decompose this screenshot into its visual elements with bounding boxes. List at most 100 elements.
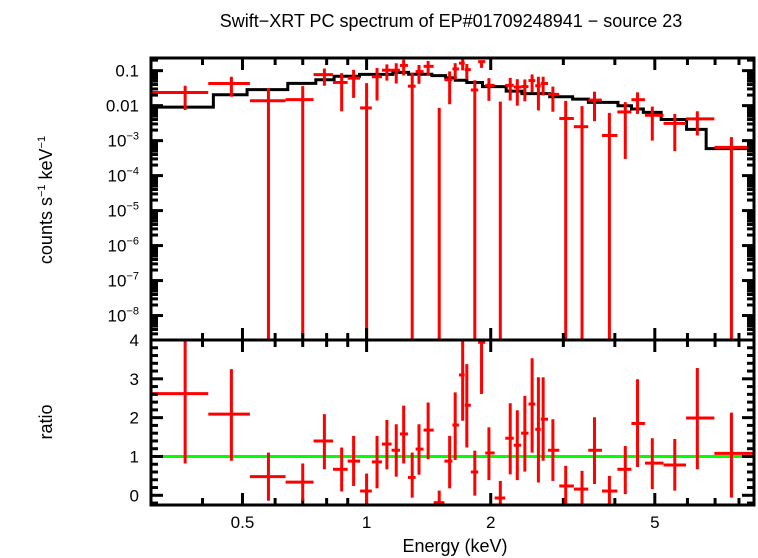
ratio-point [360, 473, 372, 505]
ratio-point [433, 490, 445, 505]
data-point [452, 63, 459, 80]
data-point [415, 65, 424, 84]
ratio-tick-label: 2 [130, 409, 139, 428]
x-tick-label: 2 [486, 513, 495, 532]
ratio-point [347, 435, 361, 486]
ratio-point [617, 445, 632, 495]
ratio-tick-label: 1 [130, 447, 139, 466]
y-axis-label-ratio: ratio [36, 404, 56, 439]
ratio-tick-label: 4 [130, 331, 139, 350]
ratio-point [458, 340, 465, 421]
data-point [208, 76, 250, 97]
ratio-point [478, 340, 486, 394]
bottom-frame [149, 338, 756, 507]
ratio-point [208, 369, 250, 461]
spectrum-panel: 0.1 0.01 10−3 10−4 10−5 10−6 10−7 10−8 [106, 56, 756, 505]
data-point [423, 60, 434, 76]
data-point [249, 87, 286, 340]
ratio-tick-label: 0 [130, 486, 139, 505]
ratio-point [444, 435, 453, 489]
data-point [478, 60, 486, 68]
data-point [663, 113, 687, 152]
ratio-point [371, 435, 382, 489]
data-point [381, 64, 392, 81]
ratio-point [644, 438, 664, 490]
x-axis-label: Energy (keV) [402, 536, 507, 556]
ratio-point [631, 379, 645, 467]
ratio-point [714, 412, 754, 498]
chart-title: Swift−XRT PC spectrum of EP#01709248941 … [220, 11, 683, 31]
ratio-tick-label: 3 [130, 370, 139, 389]
ratio-point [521, 395, 529, 472]
ratio-point [540, 377, 549, 461]
data-point [540, 76, 549, 96]
ratio-point [573, 470, 589, 505]
data-point [151, 85, 209, 111]
data-point [470, 80, 479, 340]
y-tick-label: 10−8 [108, 306, 139, 326]
data-point [371, 68, 382, 101]
y-tick-label: 10−5 [108, 201, 139, 221]
data-point [617, 102, 632, 159]
ratio-point [559, 465, 574, 505]
data-point [391, 63, 400, 84]
data-point [505, 77, 514, 101]
ratio-point [485, 427, 495, 481]
ratio-point [535, 377, 541, 483]
y-label-sup2: −1 [36, 136, 48, 149]
data-point [347, 69, 361, 98]
data-point [285, 86, 314, 340]
data-point [360, 83, 372, 340]
ratio-point [415, 424, 424, 475]
data-point [399, 59, 408, 76]
y-label-mid: keV [36, 148, 56, 184]
ratio-point [285, 463, 314, 501]
data-point [333, 73, 348, 112]
data-point [573, 106, 589, 340]
y-tick-label: 10−4 [108, 166, 139, 186]
ratio-point [151, 340, 209, 464]
y-label-main: counts s [36, 197, 56, 264]
x-tick-label: 5 [650, 513, 659, 532]
ratio-point [313, 414, 334, 470]
ratio-point [548, 419, 560, 481]
data-point [601, 112, 618, 340]
ratio-point [686, 367, 715, 470]
data-point [528, 74, 536, 93]
y-axis-label-counts: counts s−1 keV−1 [36, 136, 56, 264]
ratio-point [423, 402, 434, 460]
ratio-point [391, 424, 400, 477]
ratio-point [381, 419, 392, 470]
ratio-point [333, 447, 348, 492]
ratio-point [505, 403, 514, 475]
data-point [631, 92, 645, 114]
data-point [588, 91, 602, 122]
y-tick-label: 10−3 [108, 131, 139, 151]
data-point [521, 79, 529, 102]
ratio-point [494, 480, 506, 505]
data-point [644, 106, 664, 141]
y-tick-label: 0.01 [106, 97, 139, 116]
data-point [686, 111, 715, 136]
ratio-point [601, 475, 618, 505]
y-tick-label: 0.1 [115, 62, 139, 81]
ratio-point [249, 452, 286, 501]
data-point [513, 79, 522, 106]
ratio-point [513, 410, 522, 481]
data-point [464, 63, 471, 80]
ratio-panel: 0.5 1 2 5 0 1 2 3 4 [130, 331, 756, 532]
y-tick-label: 10−7 [108, 271, 139, 291]
ratio-point [399, 405, 408, 464]
y-tick-label: 10−6 [108, 236, 139, 256]
data-point [535, 76, 541, 111]
x-tick-label: 1 [362, 513, 371, 532]
data-point [559, 100, 574, 340]
data-point [444, 71, 453, 105]
data-point [407, 72, 416, 340]
data-point [313, 68, 334, 86]
x-tick-label: 0.5 [231, 513, 255, 532]
ratio-point [588, 417, 602, 485]
top-frame [149, 56, 756, 342]
ratio-point [528, 358, 536, 453]
